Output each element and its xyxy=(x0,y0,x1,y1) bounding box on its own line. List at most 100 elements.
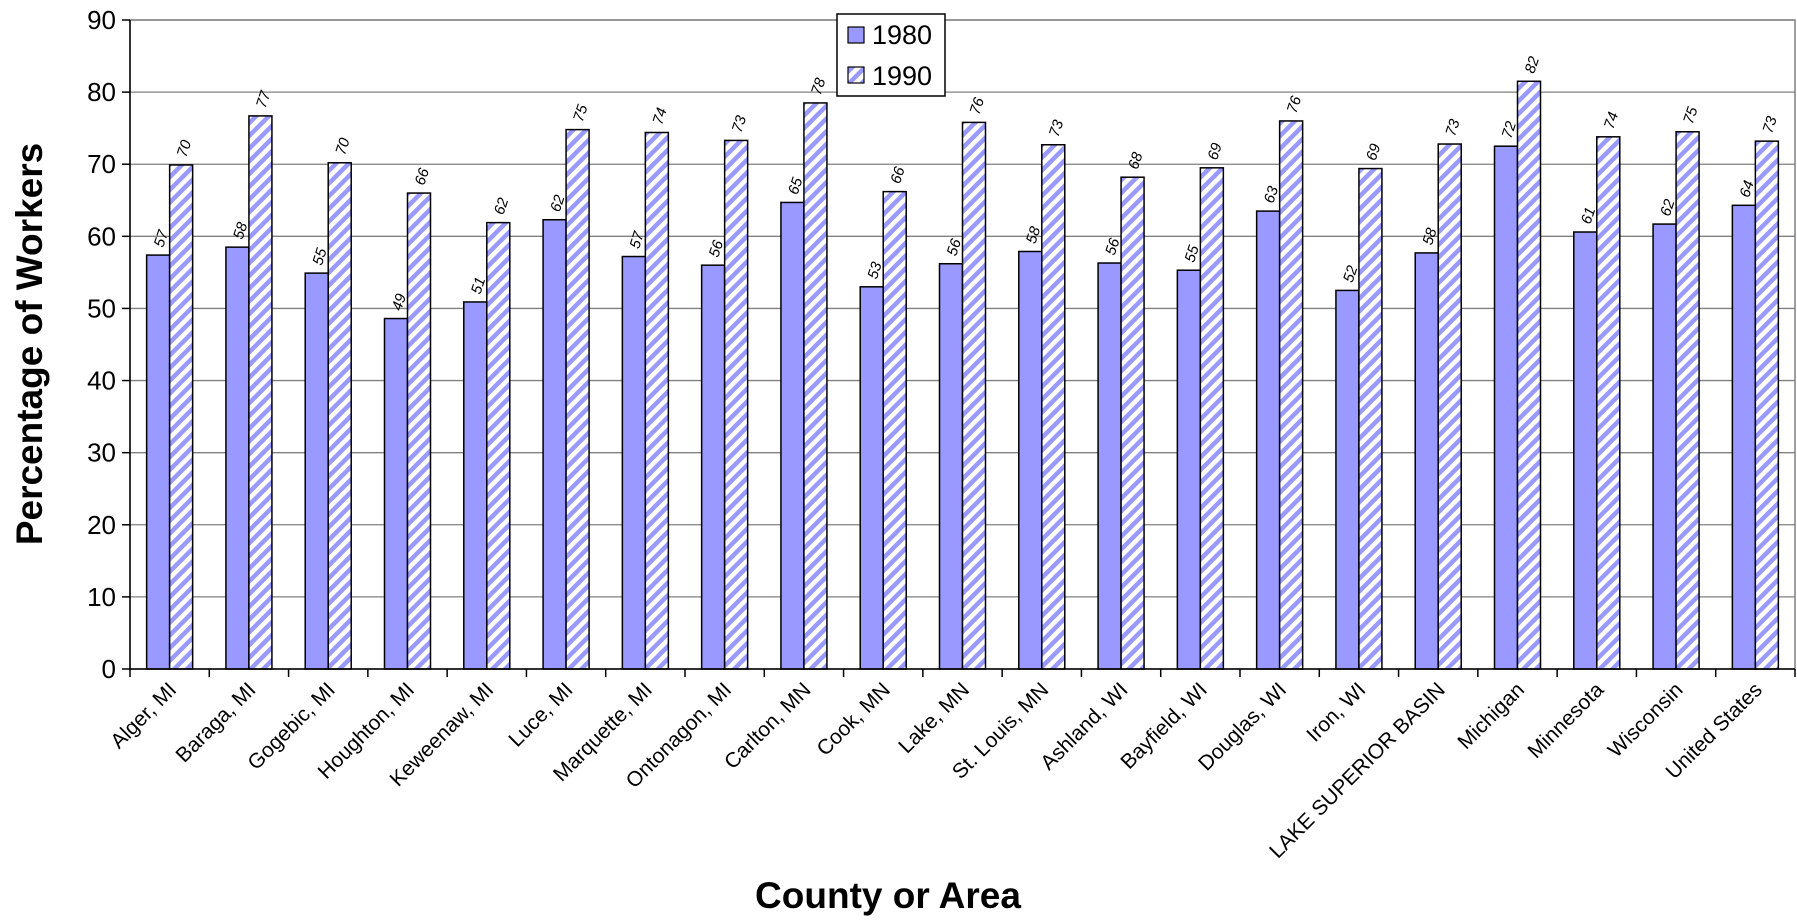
bar-1990-7 xyxy=(723,139,749,670)
bar-1980-0 xyxy=(145,254,171,670)
legend-swatch-1990 xyxy=(847,66,865,84)
data-label: 58 xyxy=(1023,224,1045,246)
data-label: 57 xyxy=(626,229,648,251)
bar-1980-17 xyxy=(1493,145,1519,670)
data-label: 76 xyxy=(1284,93,1306,115)
bar-1980-4 xyxy=(463,301,488,670)
data-label: 58 xyxy=(230,220,252,242)
bar-1980-18 xyxy=(1573,231,1598,670)
bar-1990-13 xyxy=(1199,167,1225,670)
bar-1980-14 xyxy=(1255,210,1281,670)
category-label: Lake, MN xyxy=(894,678,974,758)
data-label: 62 xyxy=(1657,197,1679,219)
data-label: 56 xyxy=(944,236,966,258)
data-label: 69 xyxy=(1204,140,1226,162)
bar-1980-6 xyxy=(621,255,647,670)
y-tick-label: 90 xyxy=(87,5,116,35)
y-tick-label: 40 xyxy=(87,366,116,396)
bar-1980-20 xyxy=(1731,204,1757,670)
category-label: Iron, WI xyxy=(1302,678,1370,746)
bar-1980-15 xyxy=(1335,289,1360,670)
bar-1980-13 xyxy=(1176,269,1202,670)
data-label: 82 xyxy=(1522,54,1544,76)
bar-1990-1 xyxy=(248,115,273,670)
y-tick-label: 10 xyxy=(87,582,116,612)
bar-1990-16 xyxy=(1437,143,1462,670)
axes xyxy=(129,20,1796,677)
data-label: 65 xyxy=(785,175,807,197)
data-label: 74 xyxy=(649,106,670,127)
data-label: 64 xyxy=(1736,178,1757,199)
bar-1990-18 xyxy=(1596,136,1621,670)
category-label: Minnesota xyxy=(1524,678,1609,763)
data-label: 62 xyxy=(547,192,569,214)
data-label: 74 xyxy=(1601,110,1622,131)
data-label: 70 xyxy=(174,137,196,159)
bar-1990-19 xyxy=(1675,131,1700,670)
bar-1980-11 xyxy=(1018,250,1043,670)
data-label: 56 xyxy=(1102,236,1124,258)
bar-1990-2 xyxy=(327,162,352,670)
data-label: 57 xyxy=(151,228,173,250)
data-label: 55 xyxy=(309,246,331,268)
bar-1980-12 xyxy=(1097,262,1122,670)
bar-1980-2 xyxy=(304,272,329,670)
data-label: 69 xyxy=(1363,141,1385,163)
bar-1980-8 xyxy=(780,201,805,670)
bar-1990-9 xyxy=(882,190,907,670)
data-label: 73 xyxy=(1442,117,1464,139)
category-label: Alger, MI xyxy=(106,678,181,753)
y-tick-label: 50 xyxy=(87,293,116,323)
legend: 1980 1990 xyxy=(836,13,946,97)
data-label: 73 xyxy=(1046,117,1068,139)
data-label: 56 xyxy=(706,238,728,260)
bar-1990-5 xyxy=(565,128,590,670)
data-label: 61 xyxy=(1578,205,1599,226)
data-label: 58 xyxy=(1419,225,1441,247)
legend-label-1990: 1990 xyxy=(872,61,932,91)
bar-1980-16 xyxy=(1414,252,1439,670)
bar-1990-11 xyxy=(1041,144,1066,670)
bar-1980-19 xyxy=(1652,223,1677,670)
data-label: 49 xyxy=(389,291,411,313)
bar-1990-3 xyxy=(406,192,432,670)
bar-1990-20 xyxy=(1754,140,1780,670)
y-axis-ticks: 0 10 20 30 40 50 60 70 80 90 xyxy=(87,5,130,684)
data-label: 53 xyxy=(864,259,886,281)
bar-1990-8 xyxy=(803,102,828,670)
bar-1980-3 xyxy=(383,317,409,670)
data-label: 78 xyxy=(808,75,830,97)
bars xyxy=(145,80,1780,670)
data-label: 55 xyxy=(1181,243,1203,265)
bar-1980-5 xyxy=(542,218,567,670)
data-label: 73 xyxy=(1759,114,1781,136)
bar-1980-7 xyxy=(700,264,726,670)
data-label: 51 xyxy=(468,275,489,296)
category-label: Michigan xyxy=(1453,678,1529,754)
legend-swatch-1980 xyxy=(847,26,865,44)
category-label: Carlton, MN xyxy=(720,678,815,773)
y-axis-title: Percentage of Workers xyxy=(9,143,50,545)
bar-1990-15 xyxy=(1358,167,1383,670)
x-axis-title: County or Area xyxy=(755,875,1021,916)
bar-1980-1 xyxy=(225,246,250,670)
y-tick-label: 70 xyxy=(87,149,116,179)
y-tick-label: 20 xyxy=(87,510,116,540)
bar-1990-4 xyxy=(486,221,511,670)
data-label: 62 xyxy=(491,195,513,217)
bar-1990-6 xyxy=(644,131,670,670)
y-tick-label: 60 xyxy=(87,221,116,251)
bar-1980-10 xyxy=(938,262,964,670)
data-label: 75 xyxy=(1680,104,1702,126)
bar-1990-14 xyxy=(1278,120,1304,670)
data-label: 73 xyxy=(729,113,751,135)
category-label: Cook, MN xyxy=(812,678,894,760)
y-tick-label: 30 xyxy=(87,438,116,468)
data-label: 52 xyxy=(1340,263,1362,285)
bar-1990-10 xyxy=(961,121,987,670)
bar-1990-0 xyxy=(168,164,194,670)
data-label: 76 xyxy=(967,95,989,117)
data-labels: 57 58 55 49 51 62 57 56 65 53 56 58 56 55 63 52 58 72 61 62… xyxy=(151,54,1781,313)
